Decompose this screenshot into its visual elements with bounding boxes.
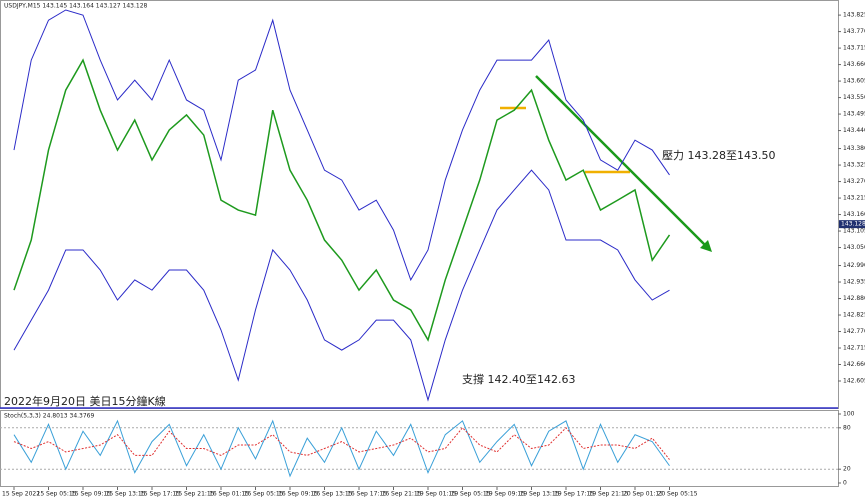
- trend-arrow: [700, 240, 712, 252]
- x-tick-label: 15 Sep 09:15: [71, 491, 111, 498]
- y-tick-label: 143.270: [843, 178, 865, 185]
- y-tick-label: 142.935: [843, 279, 865, 286]
- series-line: [13, 9, 670, 282]
- x-tick-label: 19 Sep 01:15: [416, 491, 456, 498]
- x-tick-label: 19 Sep 05:15: [451, 491, 491, 498]
- x-tick-label: 16 Sep 01:15: [209, 491, 249, 498]
- y-tick-label: 143.215: [843, 195, 865, 202]
- y-tick-label: 143.050: [843, 244, 865, 251]
- x-tick-label: 15 Sep 17:15: [140, 491, 180, 498]
- x-tick-label: 16 Sep 21:15: [382, 491, 422, 498]
- series-line: [13, 427, 670, 460]
- y-tick-label: 143.105: [843, 228, 865, 235]
- y-tick-label: 142.880: [843, 295, 865, 302]
- x-tick-label: 16 Sep 13:15: [313, 491, 353, 498]
- annotation: 壓力 143.28至143.50: [662, 149, 775, 162]
- stoch-frame: [0, 410, 839, 487]
- stoch-title: Stoch(5,3,3) 24.8013 34.3769: [4, 413, 95, 420]
- y-tick-label: 0: [843, 480, 847, 487]
- x-tick-label: 19 Sep 09:15: [485, 491, 525, 498]
- x-tick-label: 16 Sep 17:15: [347, 491, 387, 498]
- last-price-box: [839, 220, 865, 229]
- x-tick-label: 16 Sep 05:15: [244, 491, 284, 498]
- y-tick-label: 142.605: [843, 378, 865, 385]
- x-tick-label: 19 Sep 17:15: [554, 491, 594, 498]
- y-tick-label: 143.495: [843, 111, 865, 118]
- x-tick-label: 15 Sep 05:15: [37, 491, 77, 498]
- x-tick-label: 20 Sep 01:15: [623, 491, 663, 498]
- y-tick-label: 143.380: [843, 145, 865, 152]
- series-line: [13, 58, 671, 342]
- y-tick-label: 142.825: [843, 312, 865, 319]
- x-tick-label: 19 Sep 21:15: [589, 491, 629, 498]
- x-tick-label: 15 Sep 13:15: [106, 491, 146, 498]
- y-tick-label: 143.770: [843, 28, 865, 35]
- x-tick-label: 19 Sep 13:15: [520, 491, 560, 498]
- main-frame: [0, 0, 839, 409]
- y-tick-label: 100: [843, 411, 855, 418]
- y-tick-label: 142.770: [843, 328, 865, 335]
- y-tick-label: 143.660: [843, 61, 865, 68]
- x-tick-label: 15 Sep 2022: [2, 491, 40, 498]
- y-tick-label: 80: [843, 424, 851, 431]
- x-tick-label: 16 Sep 09:15: [278, 491, 318, 498]
- y-tick-label: 142.660: [843, 361, 865, 368]
- annotation: 2022年9月20日 美日15分鐘K線: [4, 394, 166, 408]
- y-tick-label: 143.550: [843, 94, 865, 101]
- y-tick-label: 143.440: [843, 127, 865, 134]
- y-tick-label: 20: [843, 466, 851, 473]
- y-tick-label: 143.825: [843, 12, 865, 19]
- last-price-label: 143.128: [841, 221, 865, 228]
- x-tick-label: 20 Sep 05:15: [658, 491, 698, 498]
- x-tick-label: 15 Sep 21:15: [175, 491, 215, 498]
- y-tick-label: 142.990: [843, 262, 865, 269]
- y-tick-label: 143.715: [843, 45, 865, 52]
- y-tick-label: 142.715: [843, 345, 865, 352]
- series-line: [13, 419, 670, 478]
- y-tick-label: 143.160: [843, 211, 865, 218]
- y-tick-label: 143.325: [843, 162, 865, 169]
- y-tick-label: 143.605: [843, 78, 865, 85]
- series-line: [13, 169, 670, 402]
- annotation: 支撐 142.40至142.63: [462, 372, 575, 386]
- chart-title: USDJPY,M15 143.145 143.164 143.127 143.1…: [4, 3, 148, 10]
